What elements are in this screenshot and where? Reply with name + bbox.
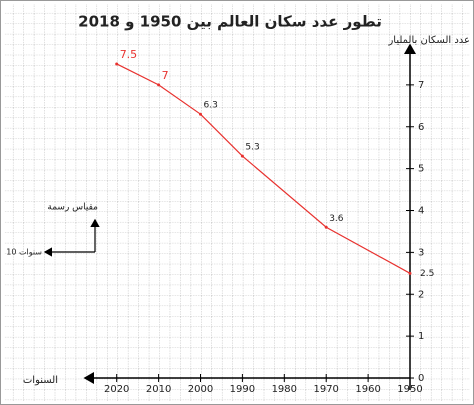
- x-tick-label: 1960: [355, 384, 380, 395]
- scale-label: مقياس رسمة: [47, 203, 98, 213]
- x-tick-label: 1980: [272, 384, 297, 395]
- point: [199, 112, 202, 116]
- point: [324, 225, 328, 229]
- x-tick-label: 1950: [397, 384, 422, 395]
- x-tick-label: 1990: [230, 384, 255, 395]
- y-tick-label: 0: [418, 373, 424, 384]
- y-tick-label: 1: [418, 331, 424, 342]
- data-label: 6.3: [204, 101, 218, 111]
- data-label: 7.5: [120, 48, 138, 61]
- data-label: 3.6: [329, 214, 344, 224]
- y-tick-label: 3: [418, 247, 424, 258]
- y-tick-label: 7: [418, 80, 424, 91]
- point: [157, 83, 161, 87]
- y-tick-label: 2: [418, 289, 424, 300]
- x-tick-label: 2020: [104, 384, 129, 395]
- data-label: 5.3: [245, 143, 259, 153]
- scale-x-label: 10 سنوات: [6, 248, 42, 257]
- chart-title: تطور عدد سكان العالم بين 1950 و 2018: [78, 13, 382, 31]
- data-label: 2.5: [420, 269, 434, 279]
- y-tick-label: 5: [418, 164, 424, 175]
- x-axis-label: السنوات: [23, 375, 58, 386]
- grid: [4, 4, 470, 401]
- x-tick-label: 1970: [313, 384, 338, 395]
- point: [240, 154, 244, 158]
- y-axis-label: عدد السكان بالمليار: [387, 35, 470, 46]
- data-label: 7: [162, 69, 169, 82]
- x-tick-label: 2010: [146, 384, 171, 395]
- y-tick-label: 4: [418, 206, 424, 217]
- y-tick-label: 6: [418, 122, 424, 133]
- point: [408, 271, 412, 275]
- x-tick-label: 2000: [188, 384, 213, 395]
- point: [115, 62, 119, 66]
- line: [116, 63, 411, 274]
